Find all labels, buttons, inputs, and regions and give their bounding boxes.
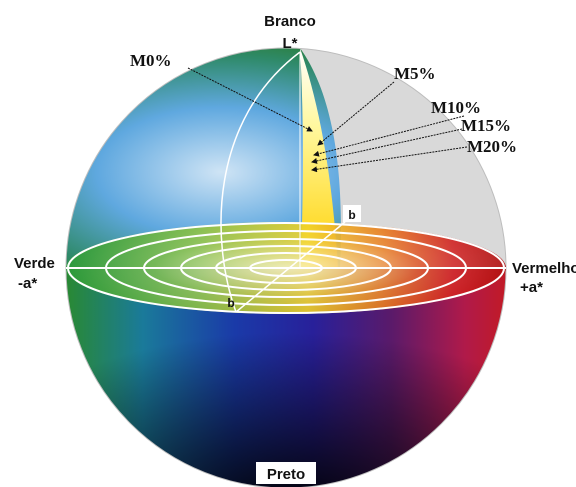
bottom-label: Preto bbox=[267, 466, 305, 483]
left-axis-label: -a* bbox=[18, 275, 37, 292]
marker-label: M15% bbox=[461, 116, 511, 135]
marker-label: M20% bbox=[467, 137, 517, 156]
right-label: Vermelho bbox=[512, 260, 576, 277]
marker-label: M5% bbox=[394, 64, 436, 83]
marker-m5: M5% bbox=[317, 64, 436, 146]
marker-m0: M0% bbox=[130, 51, 313, 132]
equatorial-plane bbox=[66, 221, 506, 314]
right-axis-label: +a* bbox=[520, 279, 543, 296]
marker-label: M0% bbox=[130, 51, 172, 70]
meridian-lines bbox=[220, 51, 301, 313]
marker-m15: M15% bbox=[311, 116, 511, 164]
l-axis-label: L* bbox=[283, 35, 298, 52]
left-label: Verde bbox=[14, 255, 55, 272]
b-label-center: b bbox=[227, 296, 234, 310]
marker-m20: M20% bbox=[311, 137, 517, 173]
bottom-label-bg bbox=[256, 462, 316, 484]
top-label: Branco bbox=[264, 13, 316, 30]
b-label-top-bg bbox=[343, 205, 361, 222]
b-label-top: b bbox=[348, 208, 355, 222]
marker-label: M10% bbox=[431, 98, 481, 117]
marker-m10: M10% bbox=[313, 98, 481, 157]
